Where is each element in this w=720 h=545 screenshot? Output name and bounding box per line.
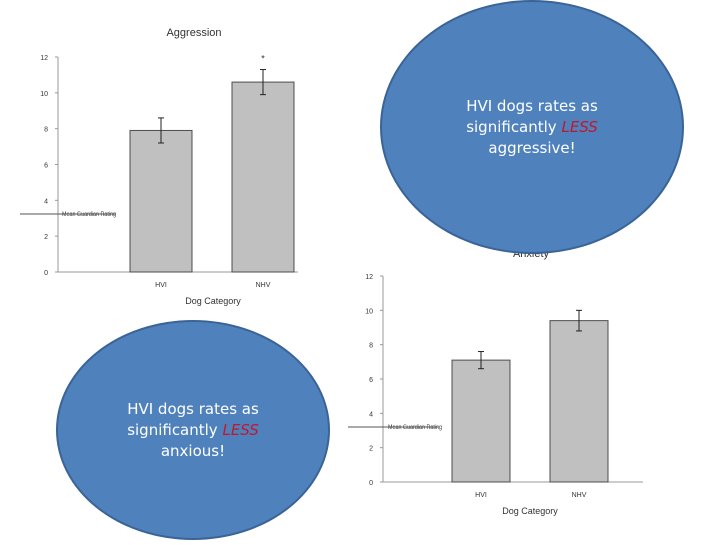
callout-prefix: significantly xyxy=(466,117,562,136)
callout-line: anxious! xyxy=(160,441,226,460)
bar-nhv xyxy=(231,81,295,273)
y-tick-label: 4 xyxy=(369,411,373,418)
callout-line: significantly LESS xyxy=(88,420,299,441)
anxiety-callout: HVI dogs rates as significantly LESS anx… xyxy=(56,320,330,540)
error-bar-nhv xyxy=(576,309,582,332)
y-tick-label: 2 xyxy=(44,234,48,241)
x-axis-label: Dog Category xyxy=(502,506,558,516)
callout-emphasis: LESS xyxy=(561,117,598,136)
aggression-callout: HVI dogs rates as significantly LESS agg… xyxy=(380,0,684,254)
x-axis-label: Dog Category xyxy=(185,296,241,306)
x-axis: HVI NHV xyxy=(475,492,587,499)
y-tick-label: 6 xyxy=(369,377,373,384)
y-tick-label: 8 xyxy=(369,343,373,350)
bars: * xyxy=(129,54,295,273)
y-tick-label: 12 xyxy=(40,55,48,62)
x-tick-label: HVI xyxy=(155,282,167,289)
y-tick-label: 10 xyxy=(40,91,48,98)
callout-line: aggressive! xyxy=(488,138,576,157)
y-tick-label: 8 xyxy=(44,127,48,134)
y-tick-label: 0 xyxy=(369,480,373,487)
bar-hvi xyxy=(451,359,511,483)
aggression-chart-svg: Aggression 0 2 4 6 8 10 12 * HVI NHV Dog Catego… xyxy=(20,27,298,306)
y-tick-label: 10 xyxy=(365,308,373,315)
callout-line: HVI dogs rates as xyxy=(466,96,598,115)
significance-marker: * xyxy=(261,54,265,64)
callout-line: HVI dogs rates as xyxy=(127,399,259,418)
x-axis: HVI NHV xyxy=(155,282,271,289)
bars xyxy=(451,309,609,483)
y-tick-label: 12 xyxy=(365,274,373,281)
callout-line: significantly LESS xyxy=(415,117,649,138)
callout-text: HVI dogs rates as significantly LESS anx… xyxy=(88,399,299,462)
aggression-chart: Aggression 0 2 4 6 8 10 12 * HVI NHV Dog Catego… xyxy=(0,0,360,325)
y-tick-label: 2 xyxy=(369,446,373,453)
y-axis: 0 2 4 6 8 10 12 xyxy=(365,274,383,487)
callout-emphasis: LESS xyxy=(222,420,259,439)
x-tick-label: NHV xyxy=(572,492,587,499)
error-bar-hvi xyxy=(158,117,164,144)
y-tick-label: 0 xyxy=(44,270,48,277)
x-tick-label: NHV xyxy=(256,282,271,289)
bar-hvi xyxy=(129,129,193,273)
bar-nhv xyxy=(549,320,609,483)
y-tick-label: 4 xyxy=(44,198,48,205)
callout-text: HVI dogs rates as significantly LESS agg… xyxy=(415,96,649,159)
error-bar-hvi xyxy=(478,351,484,370)
error-bar-nhv xyxy=(260,69,266,96)
y-tick-label: 6 xyxy=(44,163,48,170)
y-axis: 0 2 4 6 8 10 12 xyxy=(40,55,58,277)
callout-prefix: significantly xyxy=(127,420,223,439)
chart-title: Aggression xyxy=(166,27,221,39)
x-tick-label: HVI xyxy=(475,492,487,499)
